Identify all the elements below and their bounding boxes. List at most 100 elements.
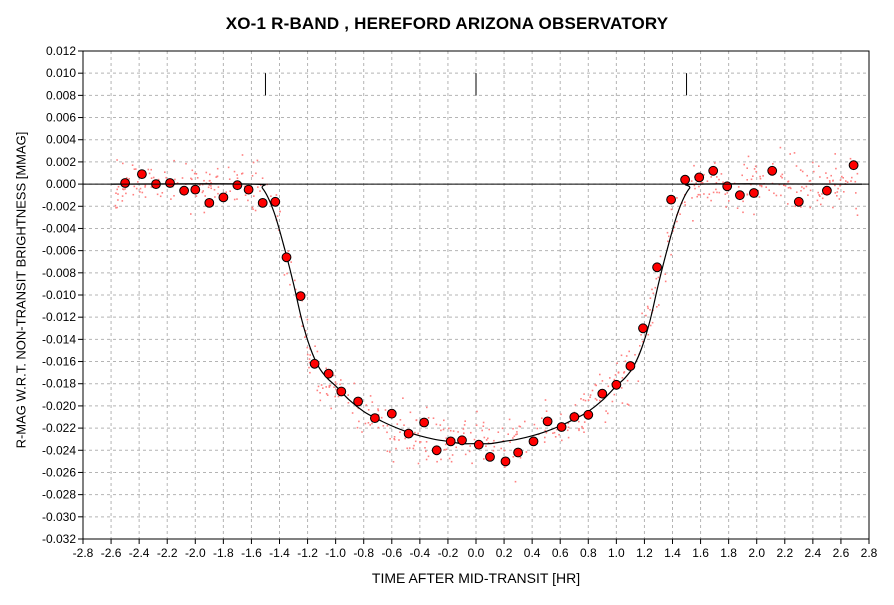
raw-data-point <box>743 163 745 166</box>
raw-data-point <box>578 427 580 430</box>
raw-data-point <box>203 211 206 214</box>
raw-data-point <box>854 180 857 183</box>
raw-data-point <box>758 196 761 198</box>
raw-data-point <box>646 305 649 308</box>
y-tick-label: 0.006 <box>46 111 76 125</box>
raw-data-point <box>382 425 385 427</box>
raw-data-point <box>817 191 819 194</box>
raw-data-point <box>144 186 146 188</box>
raw-data-point <box>493 445 496 448</box>
raw-data-point <box>413 444 415 447</box>
raw-data-point <box>417 462 420 465</box>
raw-data-point <box>574 404 577 406</box>
raw-data-point <box>380 416 383 419</box>
raw-data-point <box>715 182 718 184</box>
raw-data-point <box>720 173 723 175</box>
raw-data-point <box>566 429 569 432</box>
raw-data-point <box>464 453 467 456</box>
raw-data-point <box>728 200 730 202</box>
raw-data-point <box>543 441 546 443</box>
raw-data-point <box>157 178 160 181</box>
raw-data-point <box>316 350 319 353</box>
binned-data-point <box>500 456 511 467</box>
raw-data-point <box>789 153 791 155</box>
raw-data-point <box>361 431 363 433</box>
raw-data-point <box>316 389 319 392</box>
binned-data-point <box>708 165 719 176</box>
raw-data-point <box>796 191 798 193</box>
raw-data-point <box>485 445 487 447</box>
y-tick-label: -0.026 <box>42 465 76 479</box>
raw-data-point <box>514 480 517 483</box>
raw-data-point <box>703 193 705 195</box>
binned-data-point <box>735 190 745 201</box>
raw-data-point <box>787 180 790 183</box>
raw-data-point <box>703 173 705 176</box>
raw-data-point <box>294 288 297 291</box>
y-tick-label: 0.010 <box>46 66 76 80</box>
raw-data-point <box>252 208 254 210</box>
raw-data-point <box>444 443 447 446</box>
raw-data-point <box>503 449 506 452</box>
raw-data-point <box>830 174 832 177</box>
raw-data-point <box>414 431 416 434</box>
raw-data-point <box>147 168 150 171</box>
raw-data-point <box>649 297 652 299</box>
raw-data-point <box>436 460 438 463</box>
raw-data-point <box>842 177 844 179</box>
raw-data-point <box>473 438 476 441</box>
raw-data-point <box>755 170 757 173</box>
raw-data-point <box>139 191 141 193</box>
y-tick-label: 0.004 <box>46 133 76 147</box>
raw-data-point <box>216 175 219 178</box>
x-tick-label: -1.2 <box>297 546 318 560</box>
raw-data-point <box>726 192 729 194</box>
x-tick-label: 0.6 <box>552 546 569 560</box>
raw-data-point <box>609 377 611 379</box>
raw-data-point <box>253 195 255 197</box>
raw-data-point <box>759 184 761 187</box>
raw-data-point <box>659 255 662 258</box>
raw-data-point <box>128 178 130 180</box>
raw-data-point <box>850 180 852 182</box>
raw-data-point <box>645 314 647 317</box>
raw-data-point <box>165 176 167 179</box>
raw-data-point <box>809 179 812 182</box>
raw-data-point <box>403 424 405 426</box>
binned-data-point <box>257 198 268 208</box>
x-tick-label: -2.2 <box>157 546 178 560</box>
raw-data-point <box>640 334 642 336</box>
raw-data-point <box>712 191 715 194</box>
contact-markers <box>264 73 688 96</box>
x-tick-labels: -2.8 -2.6 -2.4 -2.2 -2.0 -1.8 -1.6 -1.4 -1.2 -1.0… <box>73 546 878 560</box>
raw-data-point <box>427 417 430 419</box>
raw-data-point <box>625 355 628 357</box>
raw-data-point <box>672 230 674 232</box>
raw-data-point <box>133 185 136 188</box>
raw-data-point <box>150 168 152 171</box>
model-curve-layer <box>111 183 862 445</box>
raw-data-point <box>141 191 144 194</box>
y-tick-label: -0.016 <box>42 355 76 369</box>
raw-data-point <box>233 198 236 201</box>
raw-data-point <box>508 418 511 421</box>
raw-data-point <box>173 159 175 162</box>
raw-data-point <box>589 396 591 398</box>
raw-data-point <box>367 422 370 424</box>
binned-data-point <box>473 439 484 450</box>
raw-data-point <box>787 203 789 205</box>
raw-data-point <box>553 431 556 434</box>
raw-data-point <box>673 226 676 229</box>
raw-data-point <box>722 181 724 184</box>
raw-data-point <box>605 410 607 412</box>
raw-data-point <box>122 162 124 165</box>
binned-data-point <box>528 436 539 447</box>
raw-data-point <box>626 403 629 405</box>
raw-data-point <box>301 325 303 327</box>
raw-data-point <box>518 425 521 428</box>
raw-data-point <box>594 397 597 400</box>
y-tick-label: -0.030 <box>42 510 76 524</box>
raw-data-point <box>389 438 391 440</box>
raw-data-point <box>781 173 784 176</box>
raw-data-point <box>196 177 199 179</box>
